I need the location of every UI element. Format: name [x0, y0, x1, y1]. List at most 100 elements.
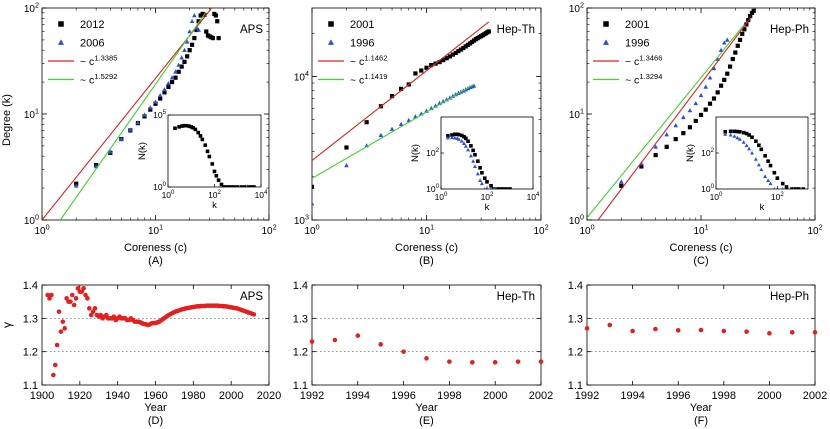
data-point	[355, 333, 361, 338]
legend-label: 1996	[350, 38, 374, 50]
inset-point-2001	[504, 187, 509, 189]
data-point-2001	[441, 58, 446, 63]
data-point-2012	[204, 29, 209, 34]
data-point	[538, 359, 544, 364]
inset-x-tick-label-exp: 2	[218, 189, 222, 196]
x-tick-label: 2002	[803, 390, 827, 402]
data-point-2001	[458, 47, 464, 52]
y-tick-label-exp: 1	[35, 107, 39, 116]
inset-point-2001	[476, 159, 480, 164]
inset-x-tick-label-exp: 2	[490, 191, 494, 198]
y-tick-label-exp: 0	[35, 213, 39, 222]
data-point-2006	[119, 136, 124, 141]
inset-y-tick-label-base: 10	[153, 110, 163, 120]
panel-C-data	[587, 8, 756, 220]
data-point-1996	[653, 144, 658, 149]
inset-x-tick-label-exp: 4	[536, 191, 540, 198]
data-point-1996	[707, 75, 713, 80]
data-point-2001	[673, 136, 678, 142]
data-point-2012	[169, 79, 175, 85]
inset-point-2012	[205, 149, 210, 154]
y-tick-label: 1.4	[293, 280, 308, 292]
data-point-2001	[429, 63, 434, 68]
data-point-1996	[312, 201, 315, 206]
x-tick-label: 1980	[181, 390, 205, 402]
inset-ylabel: N(k)	[410, 144, 421, 162]
fit-line-3	[312, 83, 475, 179]
y-tick-label-exp: 3	[305, 213, 309, 222]
data-point-2012	[192, 36, 197, 41]
inset-point-2001	[455, 132, 459, 137]
data-point	[721, 328, 727, 334]
inset-point-1996	[475, 171, 480, 176]
data-point	[653, 326, 658, 332]
inset-point-1996	[468, 153, 473, 158]
legend-label: 2012	[80, 19, 104, 31]
inset-point-2001	[732, 129, 737, 134]
inset-x-tick-label-exp: 0	[719, 191, 723, 198]
inset-x-tick-label-base: 10	[710, 192, 720, 202]
legend-label: ~ c1.5292	[80, 72, 117, 87]
inset-y-tick-label-base: 10	[701, 148, 711, 158]
inset-point-2012	[203, 143, 208, 147]
inset-y-tick-label-exp: 0	[436, 183, 440, 190]
inset-point-2012	[200, 137, 205, 142]
inset-point-2012	[240, 185, 244, 187]
x-tick-label-exp: 2	[819, 223, 823, 232]
inset-point-2001	[473, 152, 477, 157]
data-point-2001	[730, 56, 735, 62]
inset-point-2001	[723, 130, 728, 134]
x-tick-label-exp: 2	[273, 223, 277, 232]
inset-y-tick-label-exp: 2	[711, 147, 715, 154]
data-point	[309, 339, 315, 344]
inset-point-1996	[759, 167, 764, 172]
data-point-2012	[148, 107, 153, 112]
x-tick-label: 1992	[300, 390, 324, 402]
data-point-1996	[344, 163, 349, 168]
inset-point-1996	[750, 150, 755, 155]
inset-point-1996	[773, 186, 776, 189]
data-point-2012	[182, 59, 187, 65]
data-point	[515, 359, 521, 364]
inset-y-tick-label-exp: 2	[436, 147, 440, 154]
inset-point-2012	[182, 123, 187, 128]
inset-point-2001	[469, 144, 473, 148]
data-point-2001	[707, 101, 713, 106]
legend-label-exp: 1.1462	[364, 53, 387, 62]
data-point	[607, 322, 613, 328]
data-point-2006	[162, 87, 167, 92]
inset-x-tick-label: 100	[162, 189, 175, 200]
inset-point-2001	[480, 170, 484, 175]
legend-marker	[602, 39, 610, 45]
inset-point-1996	[728, 132, 733, 137]
data-point-2012	[215, 19, 220, 24]
x-tick-label-exp: 1	[430, 223, 434, 232]
data-point-2001	[718, 83, 724, 88]
inset-point-2001	[747, 133, 751, 137]
data-point-2001	[703, 107, 708, 112]
panel-D: 1900 1920 1940 1960 1980 2000 2020 1.1 1.2 1.3 1.4…	[23, 280, 282, 427]
legend-marker	[58, 21, 64, 27]
x-tick-label: 102	[261, 223, 276, 238]
inset-y-tick-label-base: 10	[426, 148, 436, 158]
panel-F-title: Hep-Ph	[770, 291, 809, 303]
x-tick-label: 100	[34, 223, 49, 238]
legend-label: 2001	[625, 19, 649, 31]
inset-point-2012	[177, 125, 181, 129]
data-point	[675, 328, 681, 333]
inset-x-tick-label: 102	[481, 191, 494, 202]
inset-x-tick-label: 102	[771, 191, 784, 202]
figure-ylabel-top: Degree (k)	[1, 94, 13, 146]
data-point-1996	[398, 121, 404, 127]
y-tick-label: 100	[24, 213, 39, 228]
x-tick-label: 1994	[620, 390, 644, 402]
data-point-2006	[173, 69, 178, 74]
data-point	[54, 342, 60, 348]
legend-label-base: ~ c	[625, 56, 639, 68]
data-point	[378, 342, 384, 347]
data-point-2012	[216, 36, 221, 41]
data-point	[630, 328, 635, 334]
